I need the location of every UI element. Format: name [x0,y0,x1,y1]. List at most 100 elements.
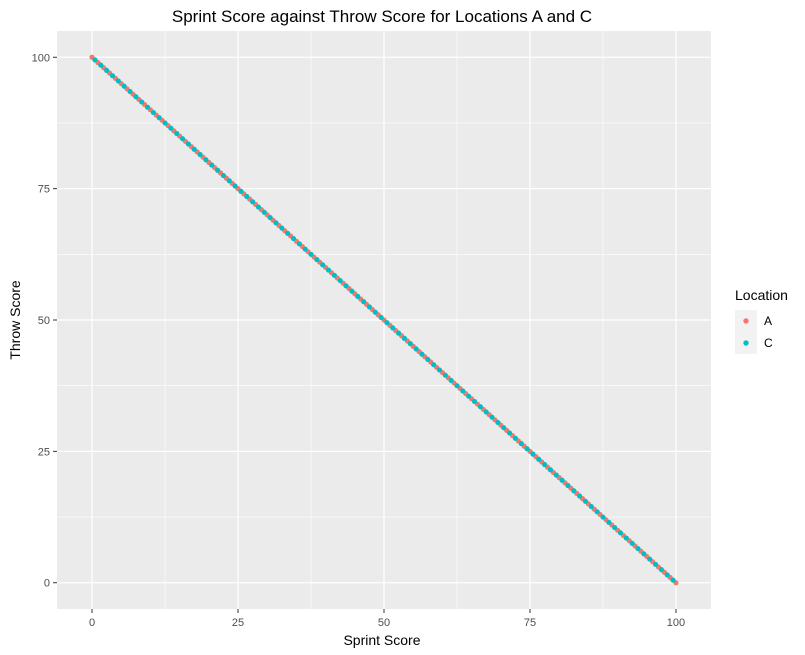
data-point [606,519,612,525]
data-point [308,251,314,257]
y-axis-title: Throw Score [7,280,23,360]
data-point [250,199,256,205]
data-point [460,388,466,394]
data-point [483,409,489,415]
legend-label-c: C [764,336,773,350]
data-point [413,346,419,352]
axes: 0 25 50 75 100 0 25 50 75 100 [32,52,686,629]
data-point [302,246,308,252]
data-point [244,193,250,200]
data-point [530,451,536,457]
y-tick-label: 50 [38,315,50,327]
data-point [571,488,577,494]
x-tick-label: 50 [378,617,390,629]
y-tick-label: 25 [38,446,50,458]
data-point [290,235,297,242]
data-point [390,325,396,331]
data-point [115,78,121,84]
data-point [401,335,408,341]
data-point [185,141,191,147]
legend-title: Location [735,287,788,303]
data-point [600,514,606,520]
data-point [629,540,635,546]
data-point [425,356,431,363]
data-point [454,383,460,389]
data-point [489,414,495,420]
data-point [127,88,133,95]
data-point [641,551,647,557]
data-point [419,351,425,357]
data-point [162,120,168,126]
data-point [384,320,390,326]
data-point [612,524,618,531]
data-point [518,440,524,447]
data-point [652,561,659,567]
data-point [226,178,232,184]
data-point [541,461,548,468]
data-point [156,115,162,121]
data-point [594,509,600,515]
data-point [407,341,413,347]
data-point [647,556,653,562]
data-point [658,566,664,573]
legend-key-a [743,318,749,324]
data-point [191,146,197,152]
data-point [360,299,367,305]
data-point [179,136,186,142]
data-point [670,577,676,583]
data-point [582,498,589,504]
data-point [144,104,151,110]
data-point [349,288,355,294]
x-tick-label: 75 [524,617,536,629]
data-point [355,293,361,299]
data-point [285,230,291,236]
data-point [325,267,332,273]
data-point [209,162,215,168]
data-point [501,425,507,431]
data-point [366,304,373,310]
data-point [536,456,542,462]
data-point [553,472,559,478]
data-point [261,209,267,215]
data-point [232,183,238,189]
data-point [524,446,530,452]
data-point [588,503,594,510]
y-tick-label: 100 [32,52,50,64]
x-tick-label: 100 [667,617,685,629]
data-point [436,367,443,373]
data-point [442,372,448,378]
data-point [664,572,670,578]
data-point [320,262,326,268]
data-point [133,94,139,100]
data-point [121,83,127,89]
data-point [547,467,554,473]
data-point [512,435,518,441]
data-point [395,330,402,336]
data-point [495,419,501,426]
data-point [337,277,343,284]
data-point [203,157,209,163]
data-point [197,151,203,158]
data-point [617,530,624,536]
x-tick-label: 0 [89,617,95,629]
data-point [431,362,437,368]
y-tick-label: 0 [44,578,50,590]
data-point [448,377,454,384]
data-point [98,62,104,68]
data-point [220,172,227,179]
data-point [238,188,244,194]
data-point [372,309,378,315]
data-point [314,256,320,263]
legend-key-c [743,340,749,346]
data-point [559,477,565,483]
data-point [477,404,483,410]
data-point [174,130,180,137]
y-tick-label: 75 [38,184,50,196]
data-point [331,272,337,278]
legend: Location AC [735,287,788,354]
data-point [506,430,513,436]
data-point [623,535,629,541]
data-point [92,57,98,63]
